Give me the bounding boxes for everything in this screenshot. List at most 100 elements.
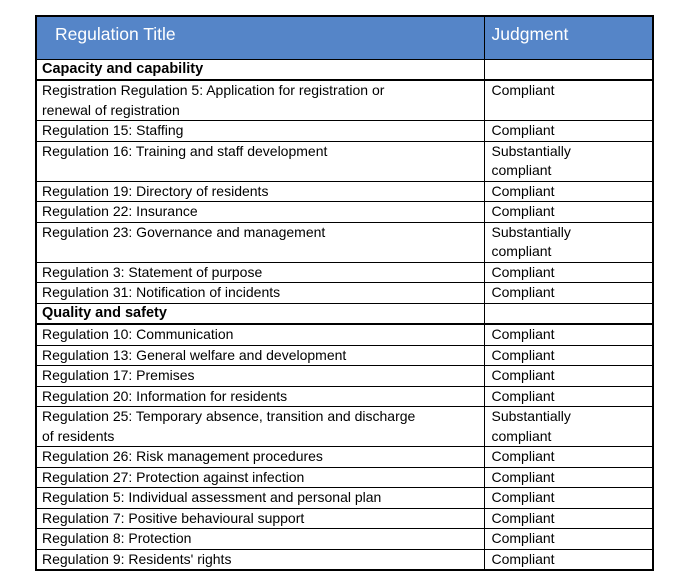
regulation-row: Regulation 10: Communication Compliant [35, 323, 654, 346]
regulation-title-cell: Regulation 17: Premises [35, 365, 485, 387]
regulation-title-text: Regulation 17: Premises [42, 367, 195, 383]
judgment-text: Compliant [491, 367, 555, 383]
judgment-text: Compliant [491, 468, 555, 485]
regulation-title-cell: Regulation 16: Training and staff develo… [35, 140, 485, 182]
regulation-title-cell: Regulation 10: Communication [35, 323, 485, 346]
judgment-cell: Compliant [483, 446, 654, 468]
regulation-title-text: Capacity and capability [42, 60, 204, 77]
judgment-text: Substantially compliant [491, 223, 571, 260]
regulation-row: Regulation 7: Positive behavioural suppo… [35, 507, 654, 529]
regulation-row: Regulation 9: Residents' rights Complian… [35, 548, 654, 571]
regulation-row: Regulation 13: General welfare and devel… [35, 344, 654, 366]
column-header-judgment: Judgment [483, 15, 654, 60]
judgment-text: Compliant [491, 346, 555, 363]
judgment-text: Compliant [491, 284, 555, 300]
regulation-title-text: Regulation 16: Training and staff develo… [42, 142, 328, 159]
regulation-title-text: Regulation 10: Communication [42, 326, 234, 342]
judgment-cell: Substantially compliant [483, 406, 654, 447]
judgment-cell: Compliant [483, 385, 654, 407]
regulation-row: Regulation 8: Protection Compliant [35, 528, 654, 550]
judgment-cell: Compliant [483, 282, 654, 304]
judgment-cell: Compliant [483, 120, 654, 142]
regulation-title-text: Regulation 22: Insurance [42, 203, 198, 219]
regulation-title-cell: Regulation 26: Risk management procedure… [35, 446, 485, 468]
judgment-cell: Compliant [483, 261, 654, 283]
regulation-title-cell: Regulation 20: Information for residents [35, 385, 485, 407]
regulation-title-text: Regulation 5: Individual assessment and … [42, 489, 382, 505]
regulation-title-cell: Regulation 9: Residents' rights [35, 548, 485, 571]
regulation-row: Regulation 3: Statement of purpose Compl… [35, 261, 654, 283]
judgment-text: Compliant [491, 387, 555, 404]
judgment-text: Compliant [491, 203, 555, 219]
regulation-title-cell: Capacity and capability [35, 58, 485, 81]
judgment-cell: Compliant [483, 201, 654, 223]
judgment-text: Compliant [491, 326, 555, 342]
regulation-row: Registration Regulation 5: Application f… [35, 79, 654, 121]
regulation-title-text: Regulation 15: Staffing [42, 122, 184, 138]
regulation-row: Regulation 22: Insurance Compliant [35, 201, 654, 223]
regulation-title-text: Regulation 13: General welfare and devel… [42, 346, 347, 363]
regulation-row: Regulation 27: Protection against infect… [35, 466, 654, 488]
judgment-cell: Compliant [483, 466, 654, 488]
regulation-title-cell: Regulation 13: General welfare and devel… [35, 344, 485, 366]
judgment-text: Compliant [491, 530, 555, 546]
regulation-title-text: Regulation 26: Risk management procedure… [42, 448, 323, 464]
judgment-text: Compliant [491, 550, 555, 567]
section-header-row: Capacity and capability [35, 58, 654, 81]
regulation-title-text: Regulation 31: Notification of incidents [42, 284, 281, 300]
regulation-title-cell: Quality and safety [35, 302, 485, 325]
regulation-row: Regulation 15: Staffing Compliant [35, 120, 654, 142]
judgment-cell: Substantially compliant [483, 140, 654, 182]
regulation-row: Regulation 25: Temporary absence, transi… [35, 406, 654, 447]
regulation-judgment-table: Regulation Title Judgment Capacity and c… [35, 15, 654, 571]
section-header-row: Quality and safety [35, 302, 654, 325]
judgment-cell: Compliant [483, 365, 654, 387]
regulation-row: Regulation 31: Notification of incidents… [35, 282, 654, 304]
judgment-cell: Compliant [483, 344, 654, 366]
table-body: Capacity and capability Registration Reg… [35, 58, 654, 571]
judgment-cell [483, 58, 654, 81]
regulation-title-cell: Regulation 22: Insurance [35, 201, 485, 223]
regulation-title-text: Regulation 23: Governance and management [42, 223, 326, 240]
regulation-title-text: Regulation 25: Temporary absence, transi… [42, 408, 416, 444]
regulation-title-cell: Regulation 25: Temporary absence, transi… [35, 406, 485, 447]
judgment-cell [483, 302, 654, 325]
regulation-title-text: Regulation 8: Protection [42, 530, 192, 546]
judgment-text: Compliant [491, 448, 555, 464]
table-header-row: Regulation Title Judgment [35, 15, 654, 60]
judgment-cell: Compliant [483, 487, 654, 509]
judgment-cell: Compliant [483, 180, 654, 202]
regulation-title-text: Quality and safety [42, 304, 167, 321]
regulation-title-cell: Regulation 3: Statement of purpose [35, 261, 485, 283]
judgment-text: Compliant [491, 182, 555, 199]
judgment-cell: Substantially compliant [483, 221, 654, 263]
judgment-cell: Compliant [483, 548, 654, 571]
regulation-title-cell: Regulation 5: Individual assessment and … [35, 487, 485, 509]
column-header-regulation-title: Regulation Title [35, 15, 485, 60]
regulation-title-cell: Regulation 31: Notification of incidents [35, 282, 485, 304]
regulation-row: Regulation 19: Directory of residents Co… [35, 180, 654, 202]
regulation-title-cell: Regulation 7: Positive behavioural suppo… [35, 507, 485, 529]
regulation-title-cell: Registration Regulation 5: Application f… [35, 79, 485, 121]
judgment-cell: Compliant [483, 79, 654, 121]
judgment-cell: Compliant [483, 528, 654, 550]
regulation-row: Regulation 5: Individual assessment and … [35, 487, 654, 509]
regulation-row: Regulation 20: Information for residents… [35, 385, 654, 407]
regulation-row: Regulation 26: Risk management procedure… [35, 446, 654, 468]
regulation-title-text: Registration Regulation 5: Application f… [42, 82, 385, 118]
regulation-row: Regulation 17: Premises Compliant [35, 365, 654, 387]
regulation-row: Regulation 16: Training and staff develo… [35, 140, 654, 182]
regulation-title-text: Regulation 19: Directory of residents [42, 182, 269, 199]
regulation-title-cell: Regulation 19: Directory of residents [35, 180, 485, 202]
judgment-cell: Compliant [483, 323, 654, 346]
regulation-row: Regulation 23: Governance and management… [35, 221, 654, 263]
regulation-title-cell: Regulation 27: Protection against infect… [35, 466, 485, 488]
regulation-title-cell: Regulation 15: Staffing [35, 120, 485, 142]
judgment-text: Compliant [491, 82, 555, 98]
judgment-text: Compliant [491, 263, 555, 280]
regulation-title-text: Regulation 20: Information for residents [42, 387, 288, 404]
regulation-title-cell: Regulation 23: Governance and management [35, 221, 485, 263]
judgment-text: Substantially compliant [491, 142, 571, 179]
judgment-text: Substantially compliant [491, 408, 571, 444]
